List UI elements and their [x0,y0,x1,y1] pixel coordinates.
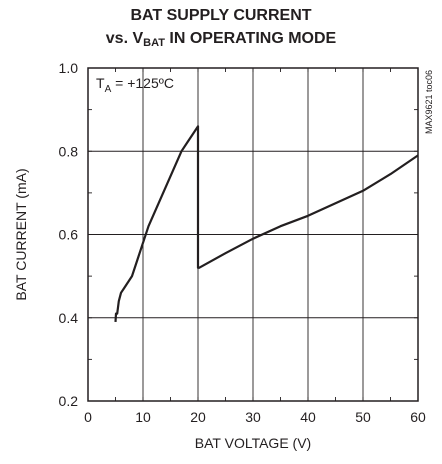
gridlines [87,67,419,402]
y-tick-labels: 0.2 0.4 0.6 0.8 1.0 [59,60,79,409]
y-axis-label: BAT CURRENT (mA) [13,168,29,300]
x-tick-label: 40 [300,409,316,425]
y-tick-label: 0.2 [59,393,79,409]
x-tick-labels: 0 10 20 30 40 50 60 [84,409,426,425]
x-tick-label: 10 [135,409,151,425]
x-tick-label: 30 [245,409,261,425]
x-tick-label: 20 [190,409,206,425]
figure-code: MAX9621 toc06 [424,70,434,134]
y-tick-label: 0.4 [59,310,79,326]
annotation-rest: = +125ºC [111,75,174,91]
y-tick-label: 0.8 [59,143,79,159]
x-axis-label: BAT VOLTAGE (V) [195,435,311,451]
x-tick-label: 0 [84,409,92,425]
title-subscript: BAT [143,37,165,49]
x-tick-label: 60 [410,409,426,425]
series-line [114,125,419,322]
annotation-main: T [96,75,105,91]
y-tick-label: 0.6 [59,227,79,243]
chart-title-line2: vs. VBAT IN OPERATING MODE [0,29,442,53]
y-tick-label: 1.0 [59,60,79,76]
chart-title-line1: BAT SUPPLY CURRENT [130,7,312,24]
title-prefix: vs. V [105,30,144,47]
temperature-annotation: TA = +125ºC [96,75,174,95]
title-suffix: IN OPERATING MODE [164,30,337,47]
annotation-subscript: A [105,84,112,95]
x-tick-label: 50 [355,409,371,425]
plot-frame [87,67,419,402]
